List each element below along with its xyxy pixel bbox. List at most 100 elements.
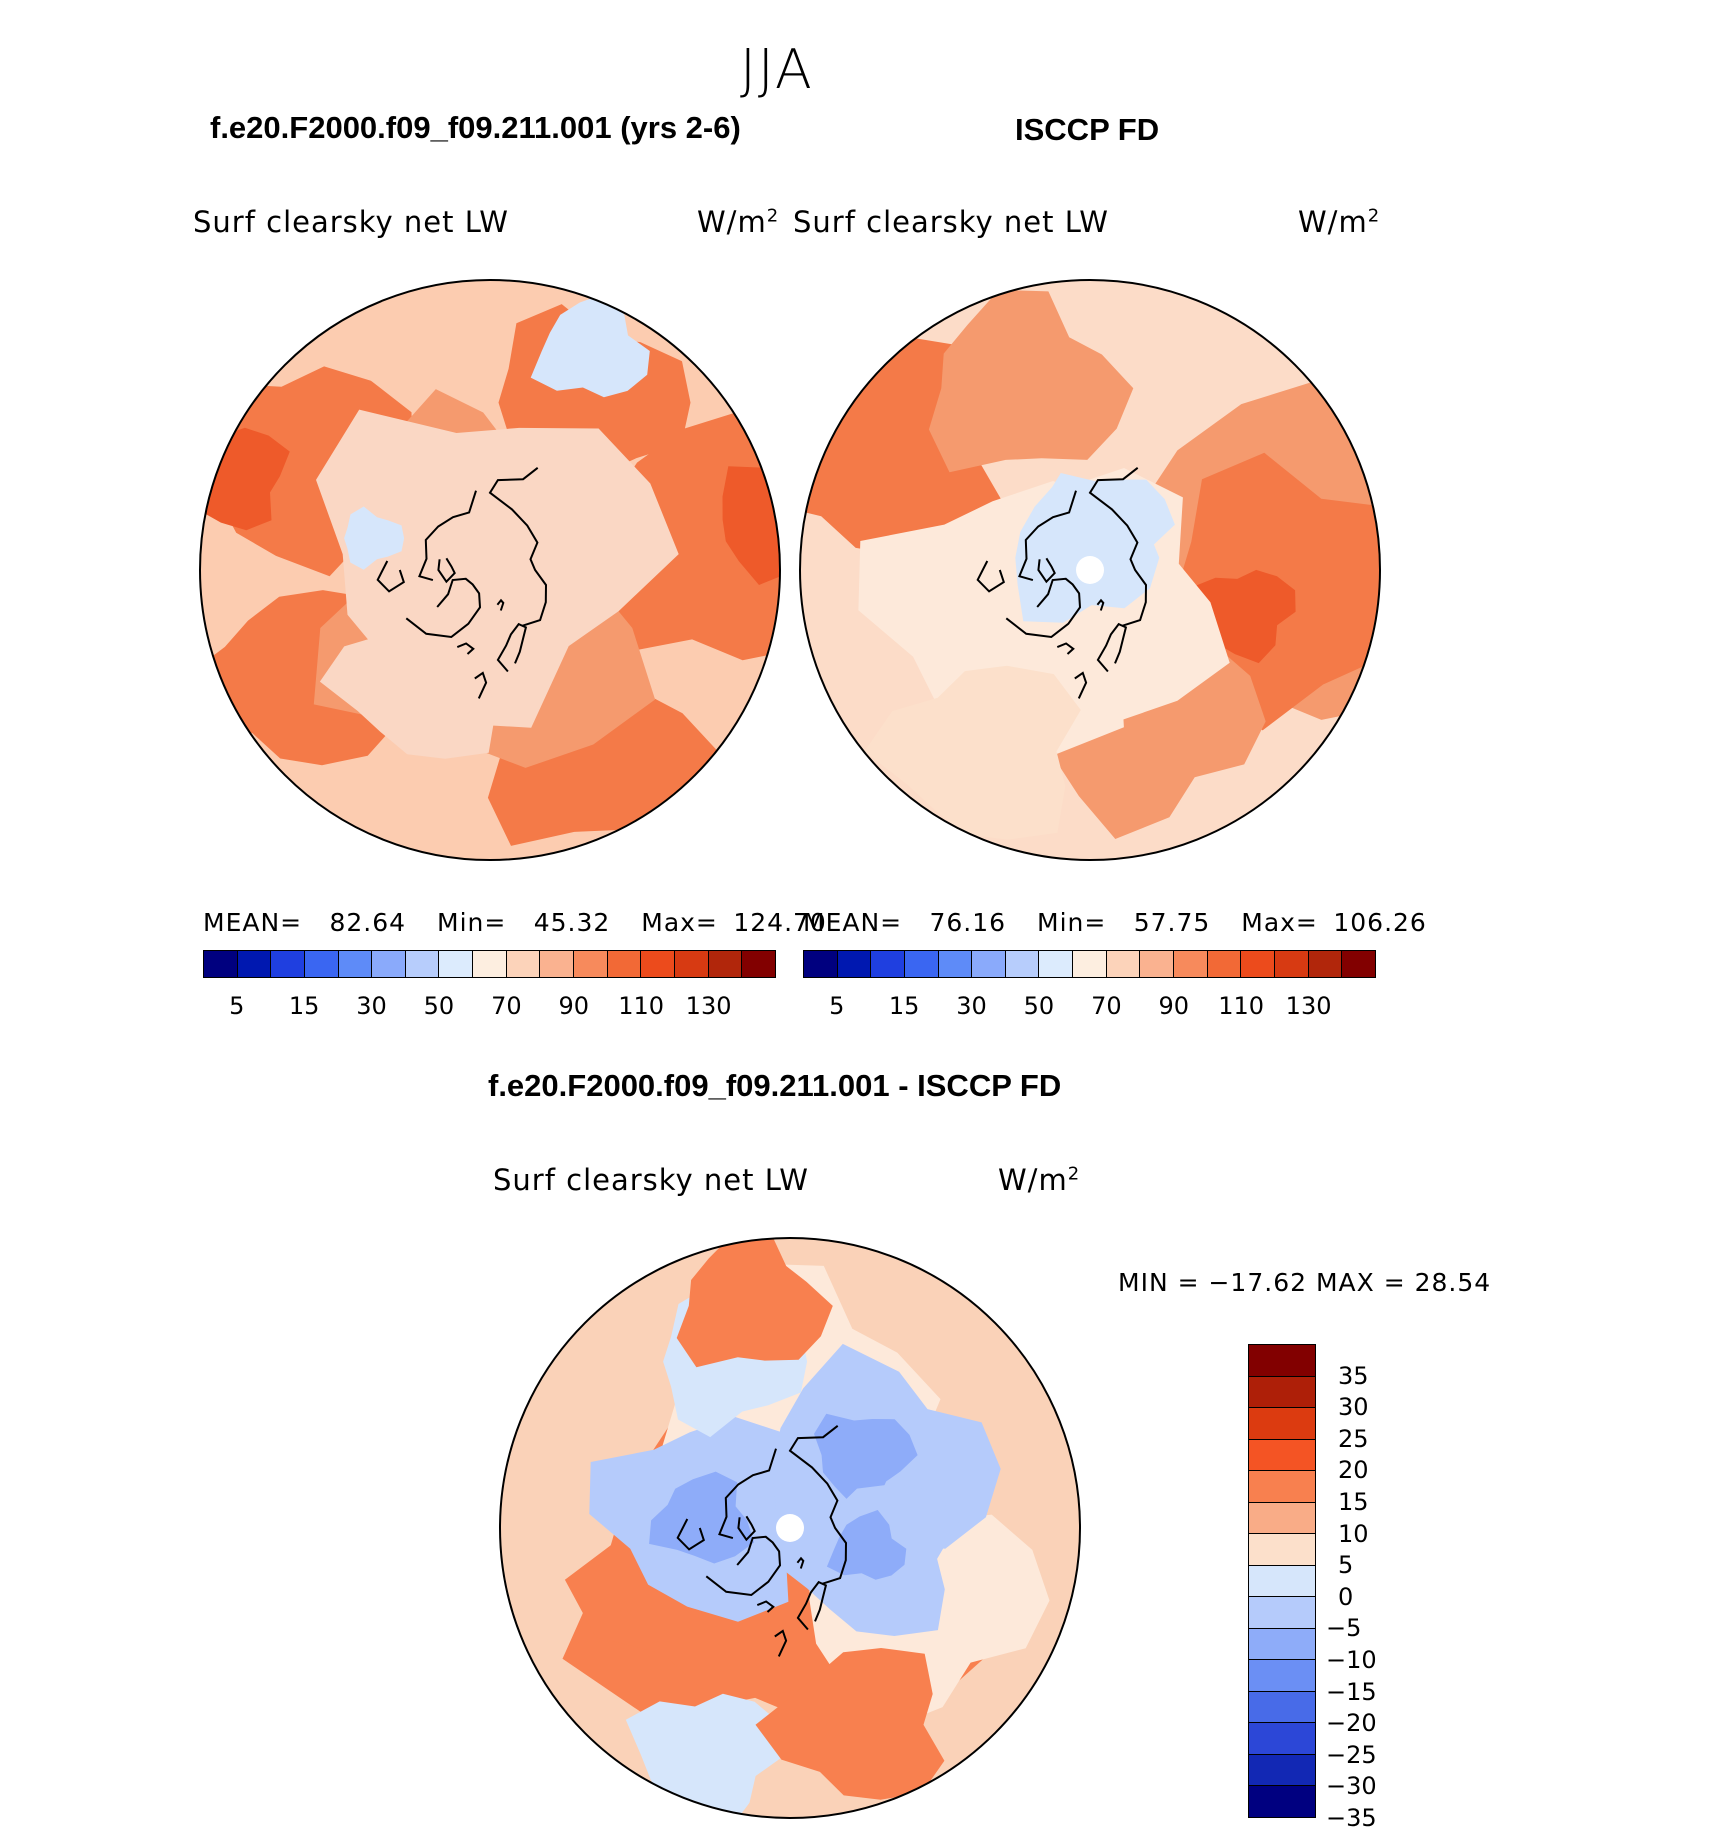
- colorbar-tick-label: −5: [1326, 1614, 1362, 1643]
- coastline: [376, 560, 405, 593]
- colorbar-tick-label: −20: [1326, 1709, 1377, 1738]
- colorbar-segment: [1249, 1502, 1315, 1535]
- right-max-value: 106.26: [1333, 908, 1427, 937]
- colorbar-segment: [837, 951, 872, 977]
- colorbar-segment: [1174, 951, 1208, 977]
- colorbar-segment: [674, 951, 709, 977]
- field-contour: [755, 1648, 945, 1800]
- coastline: [474, 671, 488, 699]
- colorbar-tick-label: 15: [288, 992, 320, 1020]
- colorbar-segment: [1249, 1628, 1315, 1661]
- coastline: [1096, 598, 1105, 611]
- colorbar-segment: [204, 951, 238, 977]
- left-min-value: 45.32: [533, 908, 611, 937]
- field-contour: [814, 1413, 918, 1505]
- colorbar-segment: [1249, 1723, 1315, 1755]
- left-variable-label: Surf clearsky net LW: [193, 205, 509, 239]
- colorbar-segment: [871, 951, 905, 977]
- right-min-label: Min=: [1037, 908, 1107, 937]
- colorbar-segment: [473, 951, 507, 977]
- colorbar-segment: [338, 951, 373, 977]
- colorbar-segment: [506, 951, 541, 977]
- right-stats: MEAN= 76.16 Min= 57.75 Max= 106.26: [803, 908, 1427, 937]
- coastline: [1005, 577, 1082, 639]
- colorbar-tick-label: 5: [1338, 1551, 1354, 1580]
- colorbar-segment: [1140, 951, 1175, 977]
- colorbar-segment: [742, 951, 775, 977]
- coastline: [756, 1600, 775, 1613]
- right-units-label: W/m2: [1298, 205, 1381, 239]
- colorbar-segment: [1249, 1754, 1315, 1787]
- colorbar-segment: [574, 951, 608, 977]
- pole-hole: [1076, 556, 1104, 584]
- colorbar-tick-label: 50: [1023, 992, 1055, 1020]
- colorbar-tick-label: 35: [1338, 1361, 1369, 1390]
- colorbar-segment: [1249, 1471, 1315, 1503]
- colorbar-tick-label: −10: [1326, 1646, 1377, 1674]
- diff-colorbar: [1248, 1344, 1316, 1818]
- right-case-title: ISCCP FD: [1015, 112, 1160, 147]
- colorbar-tick-label: 5: [829, 992, 845, 1020]
- field-contour: [826, 1510, 907, 1580]
- colorbar-tick-label: 15: [888, 992, 920, 1020]
- left-stats: MEAN= 82.64 Min= 45.32 Max= 124.70: [203, 908, 827, 937]
- coastline: [418, 490, 477, 582]
- coastline: [788, 1425, 848, 1585]
- colorbar-tick-label: 30: [356, 992, 387, 1020]
- coastline: [437, 557, 456, 584]
- coastline: [496, 598, 505, 611]
- colorbar-tick-label: −25: [1326, 1740, 1377, 1769]
- right-max-label: Max=: [1241, 908, 1318, 937]
- colorbar-segment: [607, 951, 642, 977]
- colorbar-tick-label: 70: [491, 992, 522, 1020]
- colorbar-tick-label: 70: [1091, 992, 1122, 1020]
- colorbar-segment: [1249, 1597, 1315, 1629]
- colorbar-tick-label: −30: [1326, 1772, 1377, 1801]
- colorbar-segment: [1005, 951, 1040, 977]
- coastline: [496, 622, 528, 673]
- colorbar-segment: [372, 951, 406, 977]
- colorbar-tick-label: 10: [1338, 1519, 1369, 1548]
- colorbar-segment: [1207, 951, 1242, 977]
- colorbar-segment: [972, 951, 1006, 977]
- right-polar-map: [799, 279, 1381, 861]
- colorbar-segment: [1249, 1786, 1315, 1817]
- coastline: [737, 1515, 756, 1542]
- right-mean-value: 76.16: [929, 908, 1007, 937]
- field-contour: [864, 665, 1081, 840]
- colorbar-tick-label: 0: [1338, 1582, 1354, 1611]
- colorbar-segment: [1249, 1565, 1315, 1598]
- season-title: JJA: [740, 38, 814, 101]
- coastline: [1056, 642, 1075, 655]
- colorbar-tick-label: 110: [1218, 992, 1265, 1020]
- right-min-value: 57.75: [1133, 908, 1211, 937]
- coastline: [1074, 671, 1088, 699]
- left-case-title: f.e20.F2000.f09_f09.211.001 (yrs 2-6): [210, 110, 741, 145]
- colorbar-segment: [1039, 951, 1074, 977]
- field-contour: [530, 292, 650, 398]
- coastline: [488, 467, 548, 627]
- coastline: [796, 1580, 828, 1631]
- colorbar-segment: [938, 951, 973, 977]
- colorbar-segment: [1274, 951, 1309, 977]
- colorbar-tick-label: 90: [1158, 992, 1190, 1020]
- field-contour: [722, 466, 780, 585]
- colorbar-segment: [439, 951, 474, 977]
- coastline: [456, 642, 475, 655]
- colorbar-segment: [641, 951, 675, 977]
- colorbar-segment: [1241, 951, 1275, 977]
- diff-minmax: MIN = −17.62 MAX = 28.54: [1118, 1268, 1492, 1297]
- colorbar-tick-label: 110: [618, 992, 665, 1020]
- left-max-value: 124.70: [733, 908, 827, 937]
- colorbar-segment: [405, 951, 440, 977]
- colorbar-tick-label: 130: [1285, 992, 1332, 1020]
- coastline: [718, 1448, 777, 1540]
- left-min-label: Min=: [437, 908, 507, 937]
- field-contour: [567, 407, 780, 661]
- left-mean-label: MEAN=: [203, 908, 303, 937]
- field-contour: [928, 289, 1134, 473]
- colorbar-segment: [271, 951, 305, 977]
- colorbar-segment: [1308, 951, 1343, 977]
- colorbar-segment: [540, 951, 575, 977]
- diff-polar-map: [499, 1237, 1081, 1819]
